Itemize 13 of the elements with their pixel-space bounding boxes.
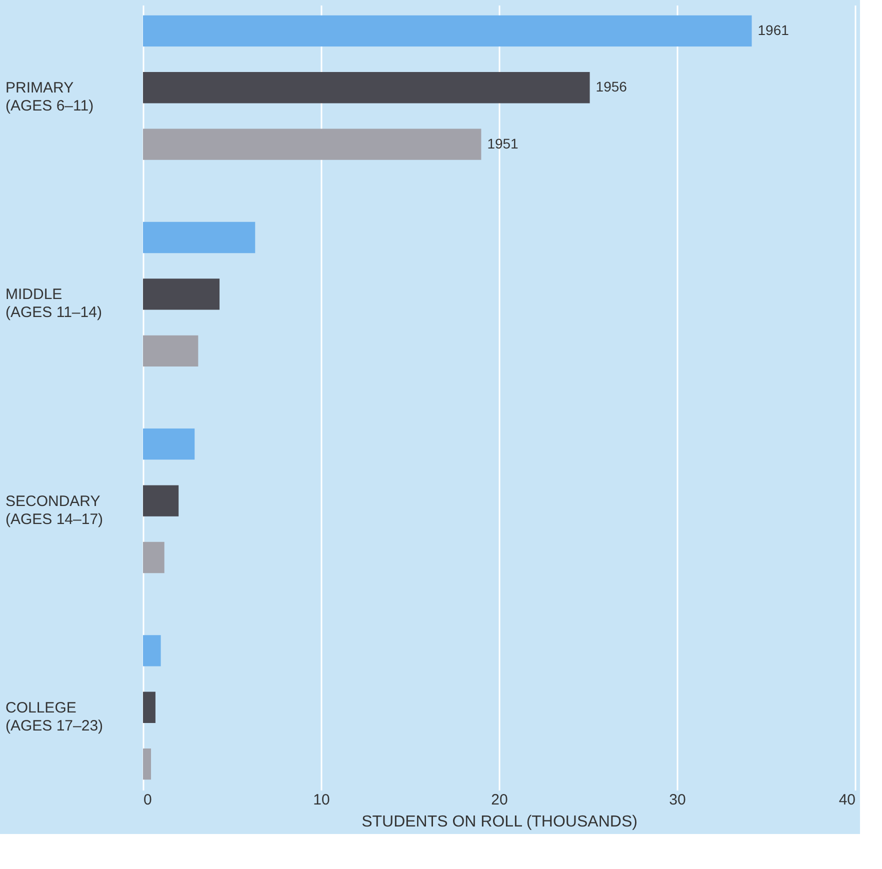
x-axis-title: STUDENTS ON ROLL (THOUSANDS) — [362, 814, 638, 830]
y-tick-label: SECONDARY (AGES 14–17) — [6, 492, 104, 528]
y-tick-label: MIDDLE (AGES 11–14) — [6, 286, 102, 322]
y-tick-label: PRIMARY (AGES 6–11) — [6, 80, 94, 115]
x-tick-label: 30 — [669, 792, 686, 808]
series-label: 1956 — [596, 78, 628, 95]
x-tick-label: 40 — [838, 792, 856, 808]
series-label: 1961 — [758, 22, 790, 38]
x-tick-label: 20 — [491, 792, 508, 808]
y-tick-label: COLLEGE (AGES 17–23) — [6, 699, 104, 734]
x-tick-label: 0 — [144, 792, 152, 808]
series-label: 1951 — [487, 135, 519, 152]
x-tick-label: 10 — [313, 792, 330, 808]
